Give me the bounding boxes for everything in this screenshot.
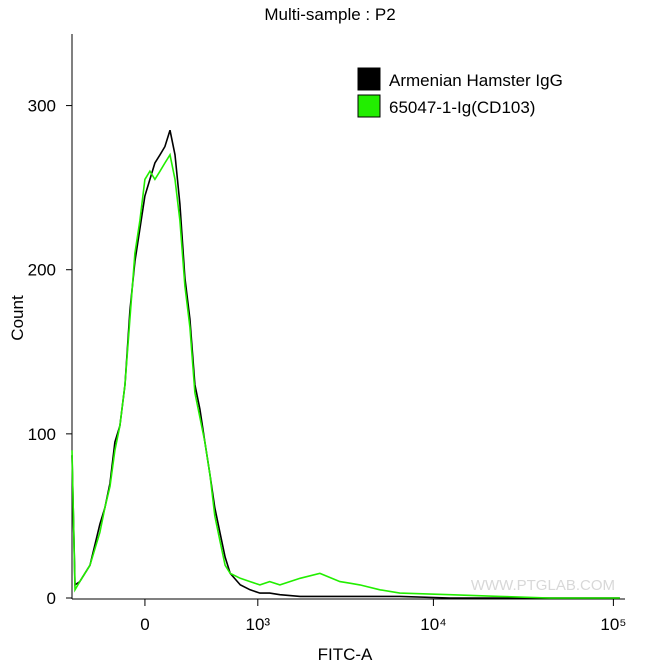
x-tick-label: 10⁵	[600, 615, 626, 634]
x-tick-label: 0	[140, 615, 149, 634]
y-axis-label: Count	[8, 295, 27, 341]
legend-swatch	[357, 67, 381, 91]
legend-swatch	[357, 94, 381, 118]
y-tick-label: 300	[28, 97, 56, 116]
y-tick-label: 200	[28, 261, 56, 280]
watermark: WWW.PTGLAB.COM	[471, 577, 615, 594]
x-axis-label: FITC-A	[318, 645, 373, 664]
x-tick-label: 10⁴	[420, 615, 446, 634]
chart-title: Multi-sample : P2	[264, 5, 395, 24]
x-tick-label: 10³	[246, 615, 271, 634]
series-line	[71, 152, 620, 599]
y-tick-label: 0	[47, 589, 56, 608]
legend-label: Armenian Hamster IgG	[389, 71, 563, 90]
series-line	[71, 129, 620, 599]
y-tick-label: 100	[28, 425, 56, 444]
legend-label: 65047-1-Ig(CD103)	[389, 98, 535, 117]
